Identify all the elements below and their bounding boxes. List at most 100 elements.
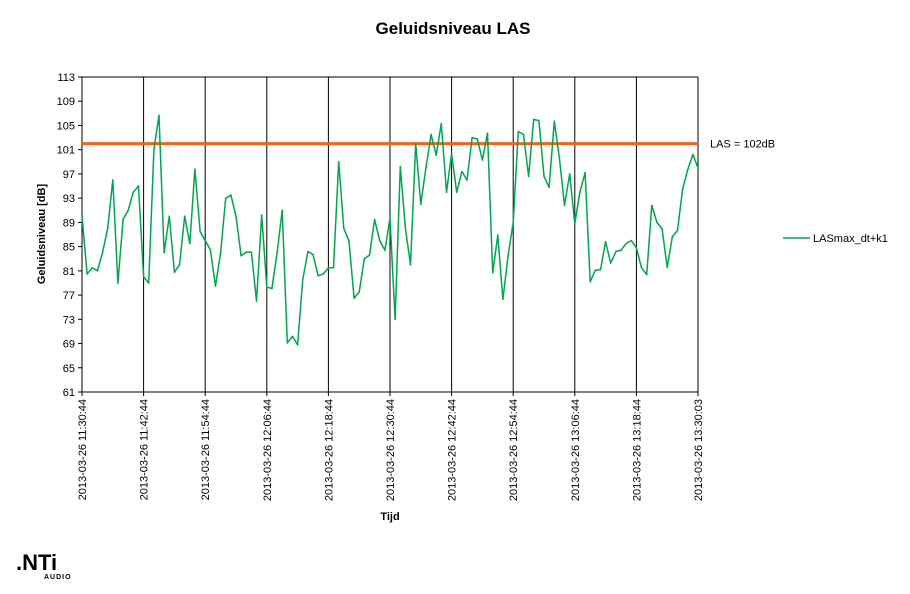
data-point	[117, 282, 119, 284]
data-point	[178, 264, 181, 266]
x-tick-label: 2013-03-26 11:54:44	[200, 399, 212, 500]
data-point	[553, 120, 556, 122]
data-point	[168, 215, 171, 218]
data-point	[630, 239, 633, 242]
data-point	[692, 153, 694, 156]
data-point	[440, 122, 443, 125]
data-point	[91, 267, 94, 269]
data-point	[127, 209, 129, 212]
y-tick-label: 85	[63, 242, 75, 254]
legend-label: LASmax_dt+k1	[813, 233, 888, 245]
data-point	[137, 185, 140, 187]
x-tick-label: 2013-03-26 13:30:03	[693, 399, 705, 501]
data-point	[86, 273, 88, 275]
data-point	[81, 215, 83, 218]
data-point	[112, 179, 114, 181]
data-point	[322, 273, 325, 275]
data-point	[414, 142, 417, 145]
data-point	[584, 171, 586, 174]
data-point	[548, 186, 550, 189]
data-point	[101, 251, 104, 254]
data-point	[435, 154, 438, 156]
data-point	[450, 153, 453, 155]
y-tick-label: 97	[63, 169, 75, 181]
data-point	[327, 267, 330, 269]
data-point	[307, 250, 309, 253]
data-point	[481, 159, 484, 161]
data-point	[384, 249, 386, 251]
y-tick-label: 73	[63, 314, 75, 326]
data-point	[209, 248, 212, 251]
data-point	[543, 175, 545, 178]
data-point	[625, 242, 627, 245]
data-point	[317, 274, 319, 277]
logo-main-text: .NTi	[16, 550, 57, 575]
data-point	[373, 218, 376, 221]
data-point	[563, 204, 566, 207]
data-point	[189, 242, 191, 245]
y-tick-label: 89	[63, 217, 75, 229]
data-point	[214, 285, 217, 287]
y-tick-label: 61	[63, 387, 75, 399]
data-point	[471, 136, 473, 139]
data-point	[645, 273, 648, 276]
data-point	[486, 132, 489, 135]
data-point	[337, 161, 340, 163]
data-point	[132, 191, 135, 193]
data-point	[147, 282, 150, 284]
data-point	[281, 209, 284, 212]
y-tick-label: 77	[63, 290, 75, 302]
x-tick-label: 2013-03-26 12:54:44	[508, 399, 520, 501]
y-tick-label: 109	[57, 96, 75, 108]
data-point	[312, 253, 314, 256]
chart-title: Geluidsniveau LAS	[376, 19, 531, 38]
x-tick-label: 2013-03-26 13:18:44	[631, 399, 643, 501]
x-tick-label: 2013-03-26 12:42:44	[447, 399, 459, 501]
data-point	[697, 167, 699, 169]
data-point	[532, 118, 535, 121]
data-point	[394, 318, 396, 321]
data-point	[517, 130, 520, 133]
x-tick-label: 2013-03-26 12:06:44	[262, 399, 274, 501]
data-point	[348, 239, 350, 242]
data-point	[671, 236, 674, 238]
data-point	[676, 229, 679, 232]
data-point	[250, 251, 253, 253]
data-point	[291, 335, 294, 338]
data-point	[204, 239, 206, 242]
x-tick-label: 2013-03-26 12:18:44	[323, 399, 335, 501]
data-point	[368, 254, 371, 256]
data-point	[296, 344, 299, 346]
data-point	[502, 298, 504, 301]
data-point	[466, 179, 468, 181]
data-point	[271, 287, 273, 290]
data-point	[404, 227, 407, 230]
y-axis-title: Geluidsniveau [dB]	[36, 184, 48, 285]
legend: LASmax_dt+k1	[783, 233, 888, 245]
data-point	[163, 251, 165, 254]
y-tick-label: 93	[63, 193, 75, 205]
data-point	[409, 264, 412, 266]
data-point	[106, 227, 109, 230]
data-point	[286, 342, 289, 344]
data-point	[425, 167, 427, 169]
data-point	[579, 191, 581, 193]
data-point	[445, 191, 448, 193]
data-point	[96, 270, 99, 272]
logo-sub-text: AUDIO	[44, 574, 72, 581]
data-point	[599, 268, 602, 271]
data-point	[255, 300, 258, 302]
data-point	[461, 170, 463, 173]
data-point	[219, 251, 222, 254]
x-tick-label: 2013-03-26 13:06:44	[570, 399, 582, 501]
data-point	[656, 221, 658, 224]
y-tick-label: 105	[57, 120, 75, 132]
grid	[143, 77, 637, 392]
y-tick-label: 101	[57, 145, 75, 157]
x-tick-label: 2013-03-26 11:42:44	[139, 399, 151, 500]
x-tick-label: 2013-03-26 12:30:44	[385, 399, 397, 501]
data-point	[240, 254, 242, 257]
data-point	[266, 286, 268, 289]
data-point	[512, 221, 514, 224]
